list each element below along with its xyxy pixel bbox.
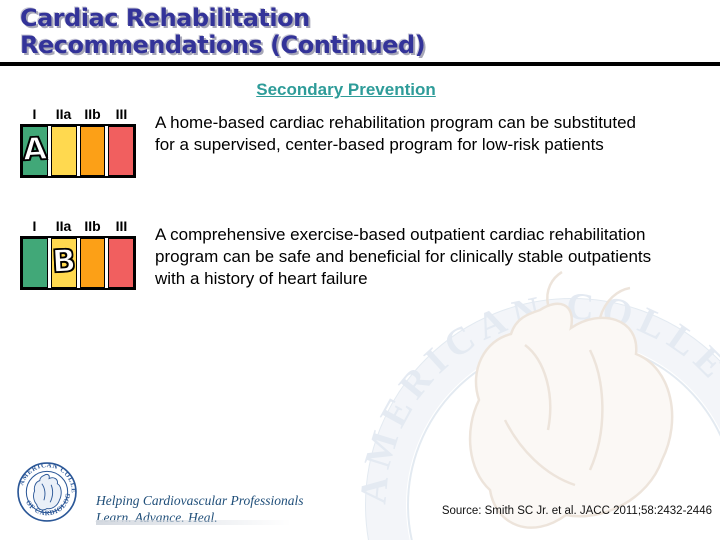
source-citation: Source: Smith SC Jr. et al. JACC 2011;58…	[441, 505, 712, 517]
recommendation-text-1: A home-based cardiac rehabilitation prog…	[155, 113, 637, 154]
class-iia-box	[50, 126, 77, 176]
class-label-iii: III	[115, 218, 128, 234]
class-label-iib: IIb	[84, 106, 101, 122]
acc-logo-seal: AMERICAN COLLEGE OF CARDIOLOGY	[16, 461, 77, 522]
section-subtitle: Secondary Prevention	[256, 80, 436, 99]
header-divider-rule	[0, 62, 720, 66]
class-iii-box	[108, 126, 134, 176]
class-labels: I IIa IIb III	[20, 218, 136, 234]
class-labels: I IIa IIb III	[20, 106, 136, 122]
class-label-i: I	[32, 218, 37, 234]
class-indicator-recommendation-1: I IIa IIb III A	[20, 106, 136, 178]
recommendation-text-2: A comprehensive exercise-based outpatien…	[155, 225, 652, 288]
class-i-box: A	[21, 126, 49, 176]
slide-title-line1: Cardiac Rehabilitation	[20, 4, 310, 32]
class-boxes: B	[20, 236, 136, 290]
watermark-heart-art	[468, 270, 674, 529]
class-label-iib: IIb	[84, 218, 101, 234]
class-boxes: A	[20, 124, 136, 178]
slide-title-line2: Recommendations (Continued)	[20, 31, 426, 59]
evidence-level-letter: B	[50, 242, 77, 281]
class-label-iia: IIa	[55, 218, 72, 234]
class-label-i: I	[32, 106, 37, 122]
class-iia-box: B	[50, 238, 77, 288]
class-label-iii: III	[115, 106, 128, 122]
tagline-gradient-band	[96, 520, 291, 525]
class-indicator-recommendation-2: I IIa IIb III B	[20, 218, 136, 290]
tagline-line1: Helping Cardiovascular Professionals	[96, 493, 304, 508]
class-iii-box	[108, 238, 134, 288]
logo-heart-art	[33, 473, 62, 511]
slide-title: Cardiac Rehabilitation Recommendations (…	[20, 4, 426, 59]
class-i-box	[22, 238, 48, 288]
class-iib-box	[79, 126, 106, 176]
subtitle-wrap: Secondary Prevention	[0, 80, 692, 100]
class-label-iia: IIa	[55, 106, 72, 122]
evidence-level-letter: A	[21, 130, 48, 169]
class-iib-box	[79, 238, 106, 288]
